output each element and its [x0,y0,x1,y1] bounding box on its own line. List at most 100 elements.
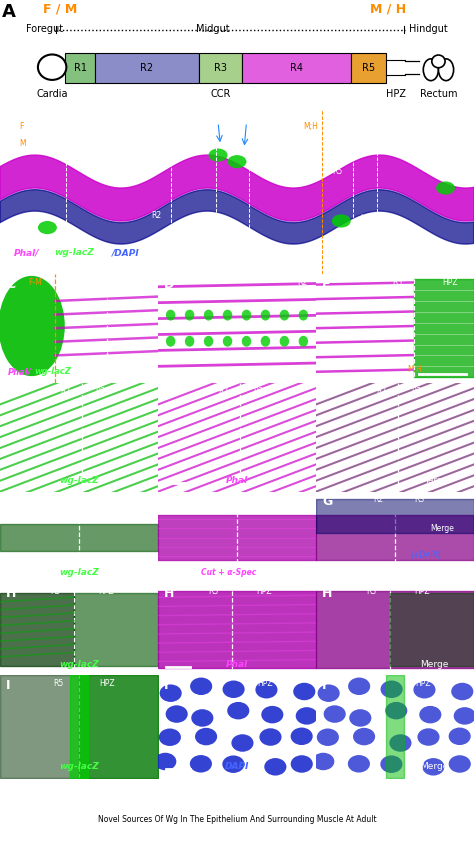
Text: HPZ: HPZ [442,278,458,287]
Bar [242,53,351,83]
Text: R2: R2 [140,63,154,73]
Text: HPZ: HPZ [416,680,431,688]
Ellipse shape [419,706,441,723]
Text: E: E [322,278,331,291]
Ellipse shape [165,705,188,722]
Text: R3: R3 [411,387,421,396]
Text: G': G' [164,495,179,508]
Text: G: G [6,495,17,508]
Text: wg-lacZ: wg-lacZ [59,568,99,577]
Ellipse shape [166,335,175,347]
Ellipse shape [191,710,213,727]
Text: Phal: Phal [226,660,248,669]
Text: R3: R3 [253,387,263,396]
Ellipse shape [228,155,246,168]
Text: Novel Sources Of Wg In The Epithelium And Surrounding Muscle At Adult: Novel Sources Of Wg In The Epithelium An… [98,815,376,824]
Ellipse shape [38,54,66,80]
Text: F / M: F / M [43,3,77,16]
Text: (A↔P): (A↔P) [149,248,182,257]
Text: R2: R2 [215,495,225,505]
Text: R2: R2 [152,211,162,221]
Text: HPZ: HPZ [386,89,406,99]
Ellipse shape [380,755,402,773]
Ellipse shape [324,705,346,722]
Text: R3: R3 [256,495,266,505]
Ellipse shape [432,55,445,68]
Text: wg-lacZ: wg-lacZ [35,367,72,376]
Ellipse shape [280,335,289,347]
Text: A: A [2,3,16,21]
Text: R2: R2 [57,495,67,505]
Ellipse shape [154,752,176,770]
Text: R1: R1 [127,278,137,287]
Ellipse shape [185,335,194,347]
Ellipse shape [296,707,318,725]
Text: D: D [164,278,174,291]
Text: Midgut: Midgut [197,24,230,33]
Text: Phal: Phal [226,476,248,485]
Ellipse shape [436,181,455,195]
Text: F-M: F-M [28,278,42,287]
Ellipse shape [349,710,371,727]
Text: R2: R2 [218,387,228,396]
Ellipse shape [204,310,213,321]
Text: R3: R3 [214,63,227,73]
Text: R5: R5 [209,587,219,596]
Text: wg-lacZ: wg-lacZ [59,762,99,771]
Bar [199,53,242,83]
Text: M / H: M / H [370,3,406,16]
Ellipse shape [38,221,57,234]
Text: Merge: Merge [420,660,449,669]
Ellipse shape [185,310,194,321]
Ellipse shape [160,685,182,702]
Text: Foregut: Foregut [26,24,63,33]
Ellipse shape [291,755,313,773]
Ellipse shape [318,685,340,702]
Text: R1: R1 [73,63,87,73]
Ellipse shape [299,335,308,347]
Ellipse shape [223,335,232,347]
Ellipse shape [209,148,228,161]
Ellipse shape [448,728,471,745]
Ellipse shape [454,707,474,725]
Text: B: B [19,116,28,129]
Ellipse shape [222,680,245,698]
Text: Phal/: Phal/ [8,367,32,376]
Ellipse shape [317,728,339,746]
Ellipse shape [451,683,474,700]
Ellipse shape [190,755,212,772]
Text: F: F [6,387,15,400]
Ellipse shape [381,680,402,698]
Text: Hindgut: Hindgut [409,24,448,33]
Ellipse shape [353,728,375,746]
Text: F: F [19,122,23,131]
Text: HPZ: HPZ [257,680,273,688]
Ellipse shape [293,683,315,700]
Ellipse shape [190,678,212,695]
Text: I″: I″ [322,680,332,692]
Text: Rectum: Rectum [428,122,455,128]
Text: R3: R3 [95,387,105,396]
Ellipse shape [231,734,254,752]
Text: R2: R2 [297,278,307,287]
Text: R4: R4 [218,221,228,230]
Ellipse shape [242,335,251,347]
Text: Merge: Merge [420,762,449,771]
Text: R5: R5 [212,680,222,688]
Text: C: C [31,122,36,131]
Text: wg-lacZ: wg-lacZ [59,476,99,485]
Text: HPZ: HPZ [256,587,272,596]
Ellipse shape [385,702,407,719]
Text: R5: R5 [362,63,375,73]
Ellipse shape [438,59,454,81]
Ellipse shape [242,310,251,321]
Text: wg-lacZ: wg-lacZ [59,660,99,669]
Ellipse shape [223,310,232,321]
Text: M: M [19,139,26,148]
Text: Merge: Merge [430,524,454,533]
Text: CCR: CCR [210,89,230,99]
Text: R2: R2 [376,387,386,396]
Text: C: C [6,278,16,291]
Text: R5: R5 [392,278,402,287]
Bar [95,53,199,83]
